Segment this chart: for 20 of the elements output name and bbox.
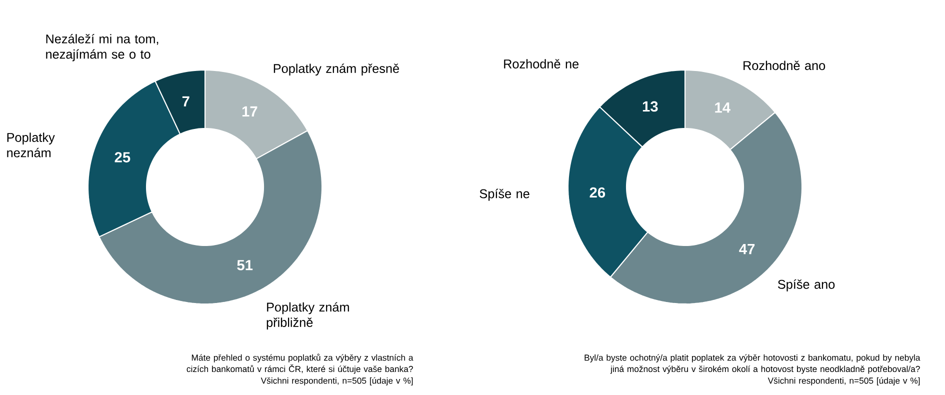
text: Máte přehled o systému poplatků za výběry z vlastních a cizích bankomatů v rámci ČR, které si účtuje vaše banka? [186,354,414,374]
slice-label: Spíše ano [778,279,835,292]
data-label: 7 [182,96,190,106]
slice-label: Spíše ne [480,188,530,201]
slice-label: Rozhodně ano [744,60,826,70]
slice-label: Nezáleží mi na tom, nezajímám se o to [46,34,158,62]
data-label: 25 [114,152,130,162]
data-label: 17 [242,106,258,116]
slice-label: Poplatky znám přibližně [266,302,349,330]
data-label: 14 [715,102,730,113]
data-label: 51 [237,260,253,270]
data-label: 13 [642,101,658,112]
text: Všichni respondenti, n=505 [údaje v %] [768,377,920,386]
data-label: 47 [739,244,755,254]
slice-label: Poplatky neznám [7,132,55,158]
text: Všichni respondenti, n=505 [údaje v %] [260,377,413,386]
slice-label: Poplatky znám přesně [274,64,399,76]
slice-label: Rozhodně ne [504,59,579,68]
text: Byl/a byste ochotný/a platit poplatek za výběr hotovosti z bankomatu, pokud by nebyla jiná možnost výběru v širokém okolí a hotovost byste neodkladně potřeboval/a? [584,354,920,374]
data-label: 26 [590,187,606,198]
